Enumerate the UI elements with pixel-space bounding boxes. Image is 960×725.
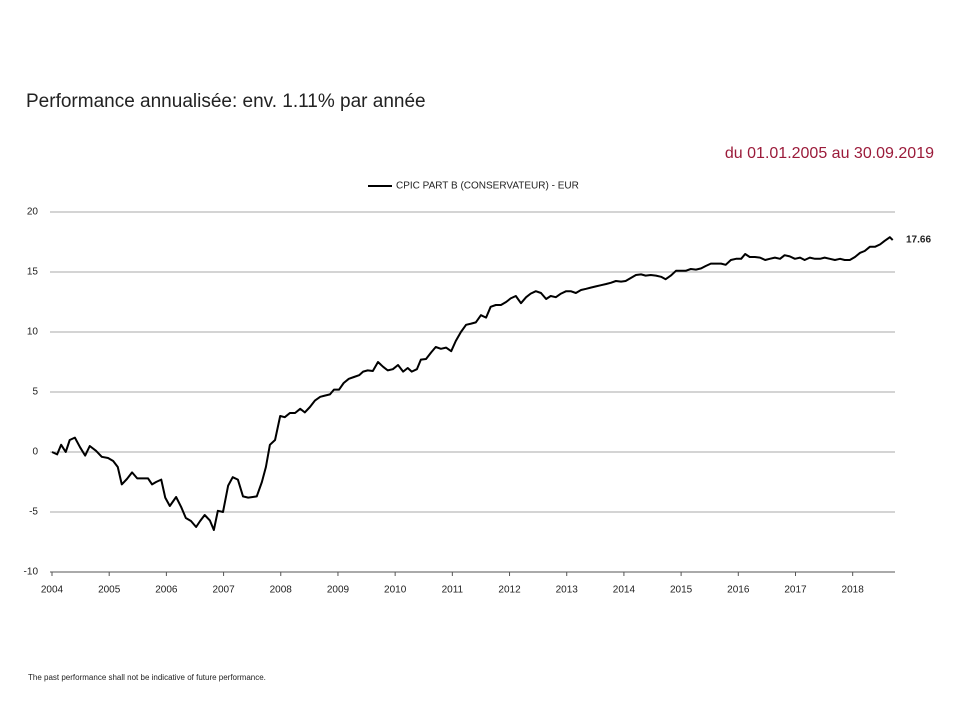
chart-title: Performance annualisée: env. 1.11% par a… [26,91,426,112]
x-tick-label: 2009 [327,585,350,596]
x-tick-label: 2011 [442,585,464,596]
x-tick-label: 2005 [98,585,121,596]
x-tick-label: 2006 [155,585,178,596]
x-tick-label: 2010 [384,585,407,596]
y-tick-label: 5 [32,387,38,398]
y-tick-label: 15 [27,267,39,278]
x-tick-label: 2008 [270,585,293,596]
x-tick-label: 2013 [556,585,579,596]
y-tick-label: -10 [24,567,39,578]
chart-subtitle: du 01.01.2005 au 30.09.2019 [725,145,934,162]
y-tick-label: -5 [29,507,38,518]
x-tick-label: 2018 [842,585,865,596]
x-tick-label: 2012 [498,585,521,596]
footnote: The past performance shall not be indica… [28,673,266,682]
line-series [51,236,894,531]
legend-label: CPIC PART B (CONSERVATEUR) - EUR [396,181,579,192]
x-tick-label: 2017 [784,585,807,596]
y-tick-label: 20 [27,207,39,218]
x-tick-label: 2015 [670,585,693,596]
x-tick-label: 2007 [212,585,235,596]
x-tick-label: 2016 [727,585,750,596]
x-tick-label: 2014 [613,585,636,596]
x-tick-label: 2004 [41,585,64,596]
data-label: 17.66 [906,235,931,246]
y-tick-label: 10 [27,327,39,338]
y-tick-label: 0 [32,447,38,458]
